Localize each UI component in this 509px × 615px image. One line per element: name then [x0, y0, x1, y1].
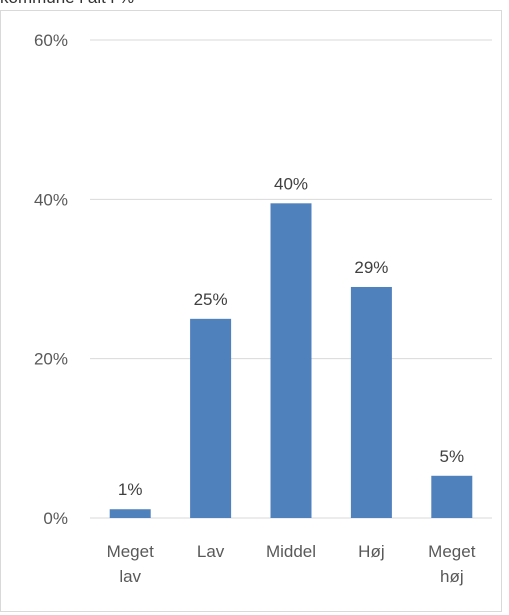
data-label: 29%: [354, 258, 388, 277]
data-label: 25%: [194, 290, 228, 309]
x-category-label: lav: [119, 567, 141, 586]
y-tick-label: 0%: [43, 509, 68, 528]
data-label: 1%: [118, 480, 143, 499]
x-category-label: Lav: [197, 542, 225, 561]
bar: [350, 286, 392, 518]
bar: [431, 475, 473, 518]
y-tick-label: 60%: [34, 31, 68, 50]
data-label: 5%: [440, 447, 465, 466]
x-category-label: Høj: [358, 542, 384, 561]
x-category-label: Middel: [266, 542, 316, 561]
clipped-chart-title: kommune i alt i %: [0, 0, 134, 8]
chart-frame: [0, 10, 502, 612]
x-category-label: Meget: [107, 542, 155, 561]
data-label: 40%: [274, 174, 308, 193]
bar: [190, 318, 232, 518]
x-category-label: høj: [440, 567, 464, 586]
x-category-label: Meget: [428, 542, 476, 561]
bar: [270, 203, 312, 519]
bar: [109, 509, 151, 518]
y-tick-label: 20%: [34, 350, 68, 369]
y-tick-label: 40%: [34, 190, 68, 209]
